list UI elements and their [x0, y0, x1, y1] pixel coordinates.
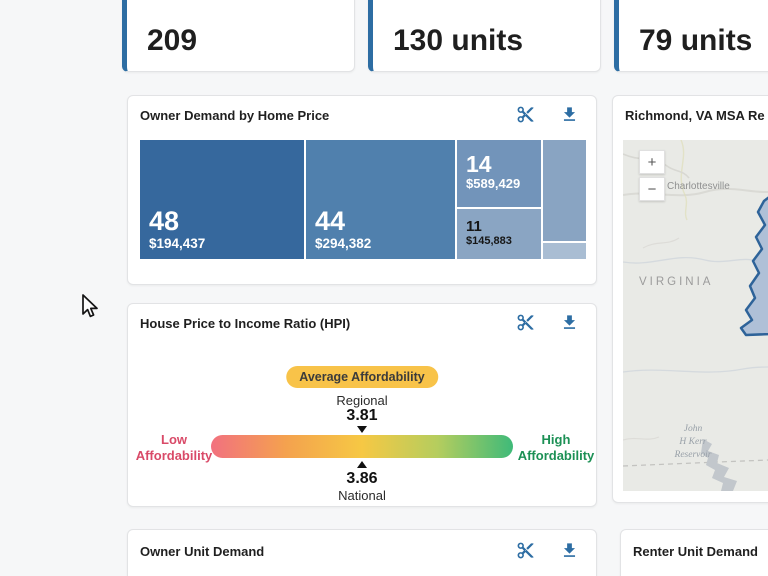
- treemap-block[interactable]: [543, 140, 586, 241]
- cut-button[interactable]: [515, 103, 537, 125]
- map-graphics: [623, 140, 768, 491]
- card-title: Renter Unit Demand: [633, 544, 758, 559]
- national-value: 3.86: [346, 470, 378, 487]
- card-title: Richmond, VA MSA Re: [625, 108, 765, 123]
- treemap-block[interactable]: 11 $145,883: [457, 209, 541, 259]
- treemap-price: $294,382: [315, 236, 372, 252]
- high-affordability-label: High Affordability: [517, 432, 595, 463]
- treemap-block[interactable]: 14 $589,429: [457, 140, 541, 207]
- affordability-gradient-bar: [211, 435, 513, 458]
- download-button[interactable]: [559, 311, 581, 333]
- regional-marker: [357, 426, 367, 433]
- treemap-block[interactable]: [543, 243, 586, 259]
- state-label: VIRGINIA: [639, 276, 714, 288]
- regional-value: 3.81: [346, 407, 378, 424]
- zoom-in-button[interactable]: +: [639, 150, 665, 174]
- map-canvas[interactable]: + − Charlottesville VIRGINIA John H Kerr…: [623, 140, 768, 491]
- treemap-count: 48: [149, 205, 180, 236]
- map-card: Richmond, VA MSA Re +: [612, 95, 768, 503]
- owner-unit-demand-card: Owner Unit Demand: [127, 529, 597, 576]
- scissors-icon: [516, 313, 536, 332]
- card-title: Owner Demand by Home Price: [140, 108, 330, 123]
- scissors-icon: [516, 541, 536, 560]
- mouse-cursor: [78, 293, 102, 326]
- treemap-price: $145,883: [466, 235, 512, 247]
- download-icon: [560, 105, 580, 124]
- renter-unit-demand-card: Renter Unit Demand: [620, 529, 768, 576]
- card-title: Owner Unit Demand: [140, 544, 265, 559]
- treemap-block[interactable]: 48 $194,437: [140, 140, 304, 259]
- download-icon: [560, 313, 580, 332]
- metric-card: 130 units: [368, 0, 601, 72]
- city-label: Charlottesville: [667, 181, 730, 192]
- card-actions: [515, 539, 581, 561]
- map-zoom-control: + −: [639, 150, 665, 201]
- treemap-count: 11: [466, 217, 482, 235]
- low-affordability-label: Low Affordability: [135, 432, 213, 463]
- regional-label: Regional: [336, 393, 388, 408]
- treemap-price: $194,437: [149, 236, 206, 252]
- cut-button[interactable]: [515, 311, 537, 333]
- metric-value: 79 units: [639, 24, 753, 57]
- treemap-chart: 48 $194,437 44 $294,382 14 $589,429 11 $…: [140, 140, 586, 259]
- download-button[interactable]: [559, 103, 581, 125]
- download-button[interactable]: [559, 539, 581, 561]
- metric-card: 79 units: [614, 0, 768, 72]
- treemap-count: 44: [315, 205, 346, 236]
- msa-region-polygon[interactable]: [739, 170, 768, 337]
- treemap-count: 14: [466, 150, 492, 177]
- treemap-block[interactable]: 44 $294,382: [306, 140, 455, 259]
- card-actions: [515, 311, 581, 333]
- metric-value: 209: [147, 24, 198, 57]
- treemap-price: $589,429: [466, 176, 521, 192]
- metric-card: 209: [122, 0, 355, 72]
- scissors-icon: [516, 105, 536, 124]
- cut-button[interactable]: [515, 539, 537, 561]
- hpi-card: House Price to Income Ratio (HPI) Averag…: [127, 303, 597, 507]
- card-actions: [515, 103, 581, 125]
- owner-demand-card: Owner Demand by Home Price 48 $194,437 4…: [127, 95, 597, 285]
- reservoir-label: John H Kerr Reservoir: [674, 424, 712, 460]
- national-label: National: [338, 488, 386, 503]
- metric-value: 130 units: [393, 24, 524, 57]
- affordability-badge: Average Affordability: [286, 366, 438, 388]
- national-marker: [357, 461, 367, 468]
- reservoir-shape: [701, 439, 737, 491]
- download-icon: [560, 541, 580, 560]
- card-title: House Price to Income Ratio (HPI): [140, 316, 351, 331]
- zoom-out-button[interactable]: −: [639, 177, 665, 201]
